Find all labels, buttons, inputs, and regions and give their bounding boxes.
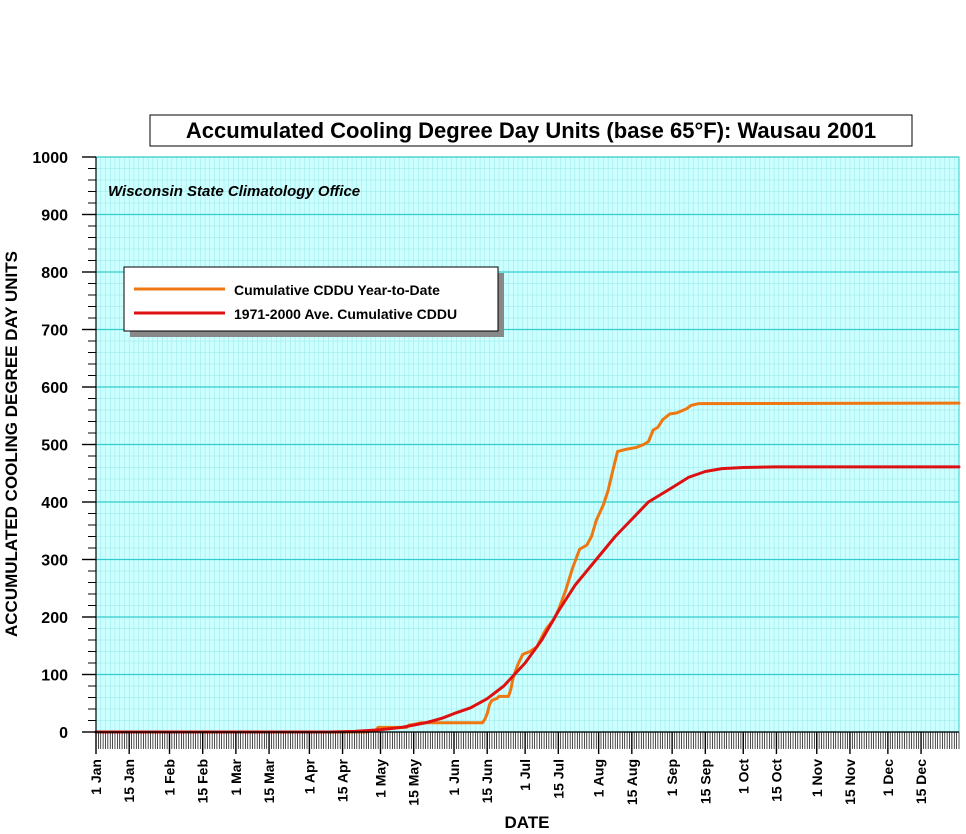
x-tick-label: 15 Jul bbox=[550, 759, 566, 799]
x-axis: 1 Jan 15 Jan 1 Feb 15 Feb 1 Mar 15 Mar 1 Apr 15… bbox=[88, 731, 960, 806]
source-annotation: Wisconsin State Climatology Office bbox=[108, 183, 360, 200]
x-tick-label: 15 Apr bbox=[335, 758, 351, 802]
x-tick-label: 1 Dec bbox=[880, 759, 896, 797]
legend-box bbox=[123, 266, 499, 332]
legend-label-ytd: Cumulative CDDU Year-to-Date bbox=[234, 282, 440, 298]
legend-label-average: 1971-2000 Ave. Cumulative CDDU bbox=[234, 306, 457, 322]
y-tick-label: 300 bbox=[41, 553, 68, 570]
x-tick-label: 1 Jan bbox=[88, 759, 104, 795]
x-tick-label: 15 Feb bbox=[195, 759, 211, 803]
y-tick-label: 900 bbox=[41, 208, 68, 225]
x-tick-label: 15 Jun bbox=[479, 759, 495, 803]
x-tick-label: 1 Jul bbox=[517, 759, 533, 791]
x-tick-label: 1 Oct bbox=[735, 759, 751, 794]
x-tick-label: 15 Jan bbox=[121, 759, 137, 803]
x-tick-label: 1 Mar bbox=[228, 758, 244, 795]
y-tick-label: 800 bbox=[41, 265, 68, 282]
y-axis: 0 100 200 300 400 500 600 700 800 900 1000 bbox=[32, 150, 97, 742]
series-line-1 bbox=[94, 465, 961, 734]
x-tick-label: 1 Sep bbox=[664, 759, 680, 796]
x-tick-label: 1 Nov bbox=[809, 759, 825, 797]
x-tick-label: 1 Apr bbox=[301, 758, 317, 794]
y-tick-label: 400 bbox=[41, 495, 68, 512]
y-tick-label: 600 bbox=[41, 380, 68, 397]
y-tick-label: 700 bbox=[41, 323, 68, 340]
grid-lines bbox=[95, 156, 960, 733]
y-tick-label: 200 bbox=[41, 610, 68, 627]
series-lines bbox=[94, 401, 961, 734]
chart-title: Accumulated Cooling Degree Day Units (ba… bbox=[186, 118, 876, 143]
y-axis-title: ACCUMULATED COOLING DEGREE DAY UNITS bbox=[2, 251, 21, 637]
y-tick-label: 0 bbox=[59, 725, 68, 742]
chart-title-box bbox=[149, 114, 913, 147]
y-tick-label: 100 bbox=[41, 668, 68, 685]
x-tick-label: 1 Aug bbox=[591, 759, 607, 797]
legend: Cumulative CDDU Year-to-Date 1971-2000 A… bbox=[123, 266, 504, 337]
x-axis-title: DATE bbox=[504, 813, 549, 832]
y-tick-label: 1000 bbox=[32, 150, 68, 167]
x-tick-label: 15 Dec bbox=[913, 759, 929, 804]
x-tick-label: 1 Feb bbox=[162, 759, 178, 796]
x-tick-label: 1 May bbox=[373, 759, 389, 798]
x-tick-label: 15 Sep bbox=[697, 759, 713, 804]
x-tick-label: 1 Jun bbox=[446, 759, 462, 796]
x-tick-label: 15 Nov bbox=[842, 759, 858, 805]
x-tick-label: 15 Oct bbox=[768, 759, 784, 802]
x-tick-label: 15 May bbox=[406, 759, 422, 806]
y-tick-label: 500 bbox=[41, 438, 68, 455]
x-tick-label: 15 Aug bbox=[624, 759, 640, 805]
plot-area bbox=[94, 156, 961, 734]
x-tick-label: 15 Mar bbox=[261, 758, 277, 803]
